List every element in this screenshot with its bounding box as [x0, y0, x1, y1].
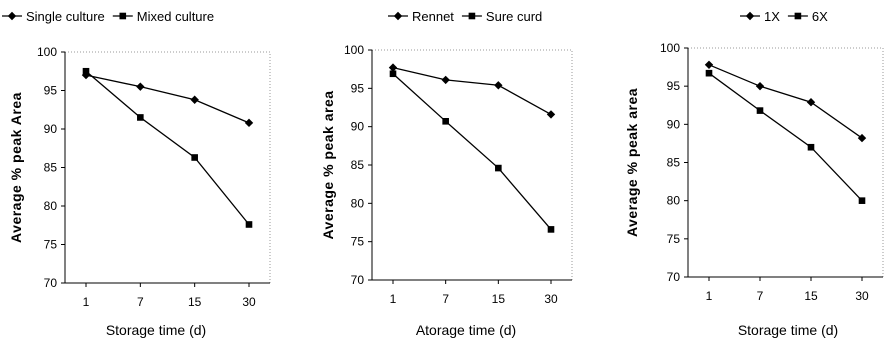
y-tick-label: 75 — [351, 235, 365, 249]
y-axis-label: Average % peak area — [624, 88, 640, 237]
y-tick-label: 80 — [667, 194, 681, 208]
plot-area — [64, 51, 271, 284]
data-point-2-4 — [547, 226, 555, 233]
data-point-2-1 — [705, 69, 713, 77]
legend: Rennet Sure curd — [388, 9, 542, 24]
plot-area — [371, 49, 573, 281]
y-tick-label: 100 — [344, 43, 364, 57]
legend: Single culture Mixed culture — [2, 9, 214, 24]
y-tick-label: 80 — [351, 196, 365, 210]
legend-label: Sure curd — [486, 9, 542, 24]
x-tick-label: 15 — [188, 295, 202, 309]
legend-marker — [468, 12, 476, 20]
series-line-1 — [85, 74, 250, 124]
data-point-1-4 — [244, 118, 254, 128]
legend-marker — [745, 11, 755, 21]
data-point-2-4 — [245, 221, 253, 228]
series-line-2 — [85, 70, 250, 225]
y-tick-label: 90 — [351, 120, 365, 134]
x-tick-label: 30 — [855, 289, 869, 303]
y-tick-label: 100 — [660, 41, 680, 55]
data-point-2-2 — [137, 114, 144, 121]
y-tick-label: 80 — [44, 199, 58, 213]
data-point-1-1 — [388, 63, 398, 72]
data-point-2-1 — [82, 67, 90, 75]
y-tick-label: 75 — [44, 238, 58, 252]
legend-marker — [794, 12, 802, 20]
y-tick-label: 85 — [44, 161, 58, 175]
y-tick-label: 100 — [37, 45, 57, 59]
x-tick-label: 7 — [757, 289, 764, 303]
data-point-2-3 — [807, 143, 815, 151]
data-point-2-3 — [495, 164, 502, 172]
series-line-1 — [392, 67, 552, 115]
legend: 1X 6X — [740, 9, 828, 24]
x-tick-label: 15 — [492, 292, 506, 306]
data-point-2-4 — [858, 197, 866, 204]
y-tick-label: 85 — [667, 156, 681, 170]
legend-item-1: Rennet — [388, 9, 454, 24]
x-axis-label: Storage time (d) — [738, 322, 838, 338]
y-tick-label: 90 — [667, 117, 681, 131]
data-point-2-1 — [389, 70, 397, 78]
legend-item-2: Mixed culture — [112, 9, 214, 24]
data-point-1-4 — [546, 110, 556, 119]
x-axis-label: Atorage time (d) — [416, 322, 516, 338]
data-point-1-3 — [806, 97, 816, 107]
y-tick-label: 95 — [44, 84, 58, 98]
y-tick-label: 90 — [44, 122, 58, 136]
data-point-2-2 — [442, 118, 449, 125]
y-tick-label: 95 — [351, 81, 365, 95]
data-point-1-1 — [704, 60, 714, 69]
legend-marker — [7, 11, 17, 21]
legend-marker — [119, 12, 127, 20]
x-tick-label: 15 — [804, 289, 818, 303]
y-axis-label: Average % peak area — [320, 90, 336, 239]
data-point-2-3 — [191, 154, 198, 161]
data-point-1-2 — [755, 81, 765, 91]
data-point-2-2 — [756, 107, 764, 114]
data-point-1-4 — [857, 133, 867, 143]
series-line-2 — [392, 73, 552, 230]
data-point-1-2 — [136, 82, 145, 91]
chart-panel-3: 70 75 80 85 90 95 100 1 7 15 30 Storage time (d) Ave… — [624, 9, 884, 338]
y-tick-label: 70 — [667, 270, 681, 284]
y-tick-label: 75 — [667, 232, 681, 246]
x-axis-label: Storage time (d) — [106, 322, 206, 338]
legend-marker — [393, 11, 403, 21]
series-line-1 — [708, 64, 863, 139]
legend-item-1: Single culture — [2, 9, 105, 24]
plot-area — [687, 47, 884, 278]
data-point-1-3 — [494, 81, 503, 90]
x-tick-label: 7 — [137, 295, 144, 309]
data-point-1-3 — [190, 95, 199, 104]
y-axis-label: Average % peak Area — [8, 92, 24, 243]
x-tick-label: 30 — [242, 295, 256, 309]
x-tick-label: 1 — [83, 295, 90, 309]
x-tick-label: 1 — [390, 292, 397, 306]
legend-label: 6X — [812, 9, 828, 24]
y-tick-label: 85 — [351, 158, 365, 172]
legend-label: Rennet — [412, 9, 454, 24]
y-tick-label: 95 — [667, 79, 681, 93]
legend-item-1: 1X — [740, 9, 780, 24]
series-line-2 — [708, 72, 863, 202]
chart-panel-1: 70 75 80 85 90 95 100 1 7 15 30 Storage time (d) Ave… — [2, 9, 271, 338]
legend-item-2: 6X — [787, 9, 828, 24]
y-tick-label: 70 — [351, 273, 365, 287]
legend-item-2: Sure curd — [461, 9, 542, 24]
x-tick-label: 7 — [442, 292, 449, 306]
chart-panel-2: 70 75 80 85 90 95 100 1 7 15 30 Atorage time (d) Ave… — [320, 9, 573, 338]
legend-label: 1X — [764, 9, 780, 24]
y-tick-label: 70 — [44, 276, 58, 290]
x-tick-label: 30 — [544, 292, 558, 306]
legend-label: Single culture — [26, 9, 105, 24]
legend-label: Mixed culture — [137, 9, 214, 24]
data-point-1-2 — [441, 75, 450, 85]
x-tick-label: 1 — [706, 289, 713, 303]
